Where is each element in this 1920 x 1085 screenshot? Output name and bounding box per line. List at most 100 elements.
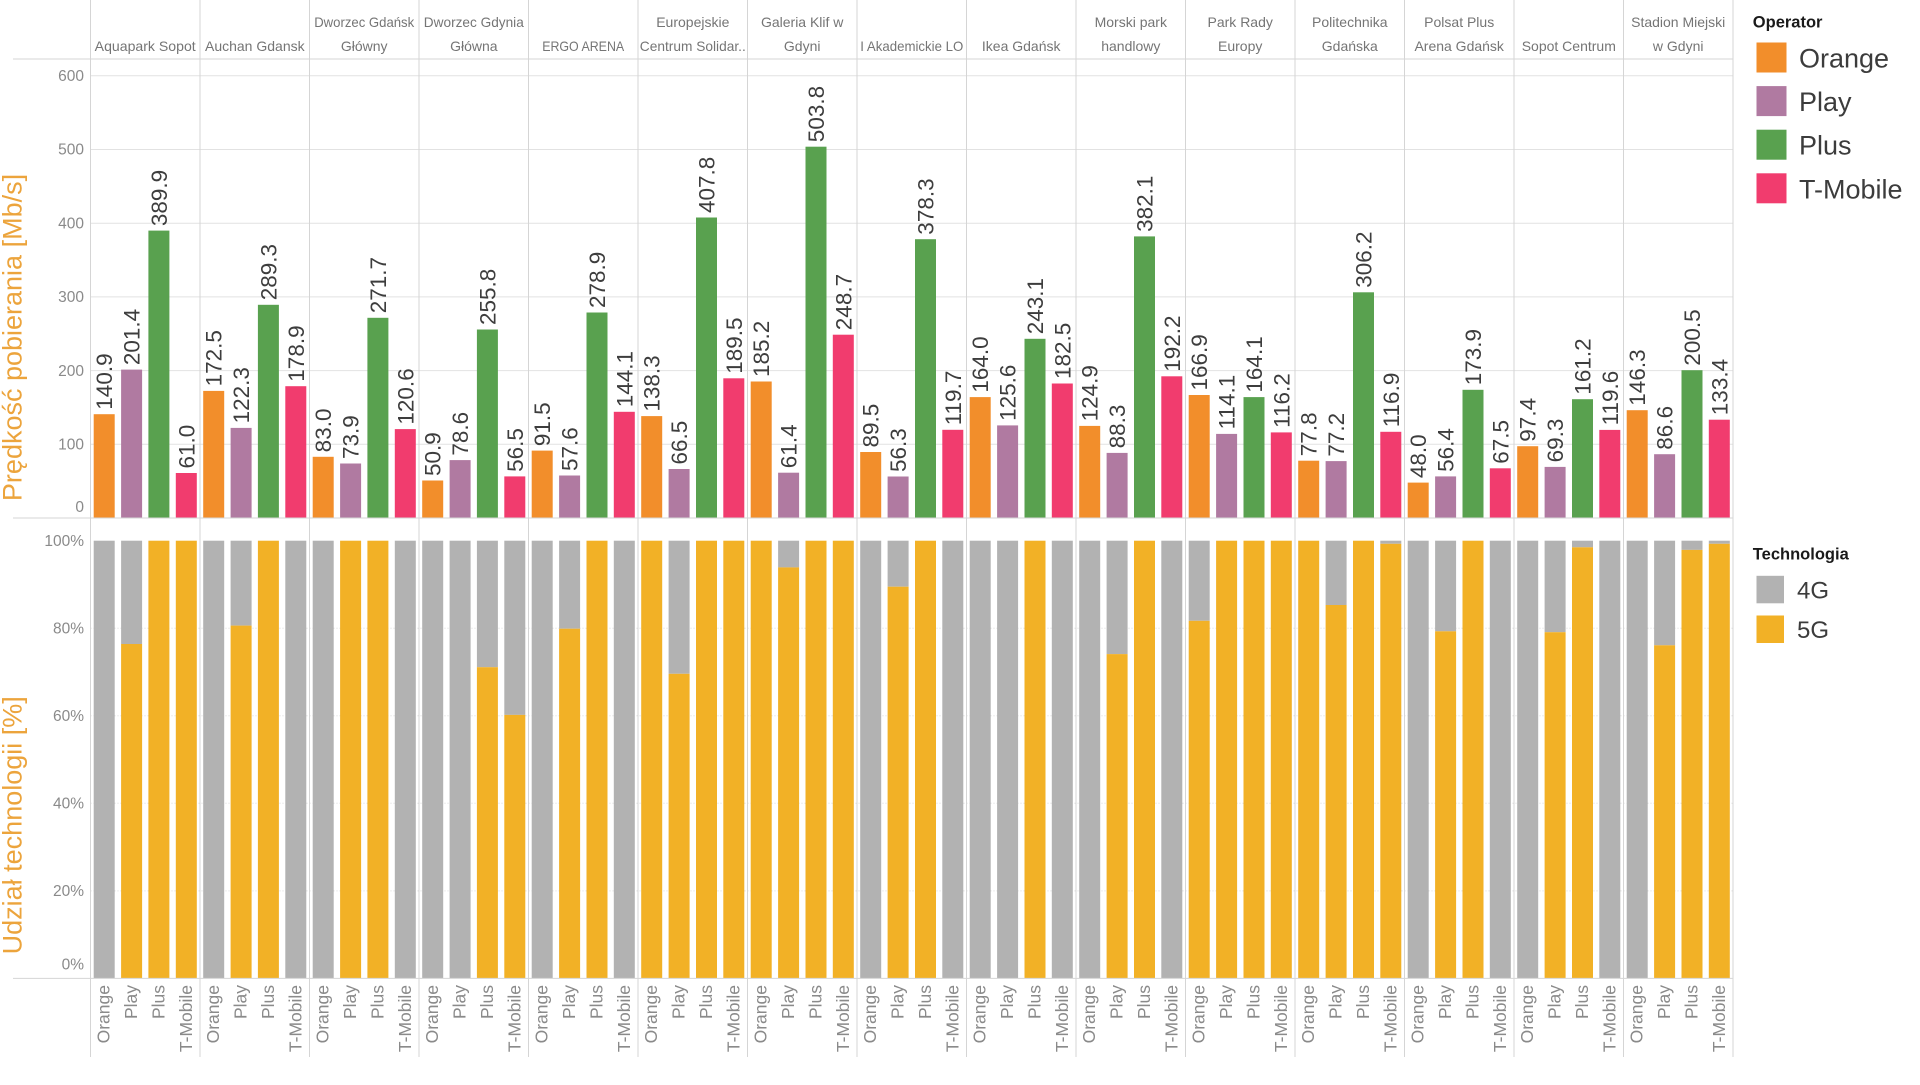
svg-text:Play: Play — [1799, 87, 1852, 117]
svg-text:86.6: 86.6 — [1653, 406, 1678, 450]
svg-text:Orange: Orange — [532, 985, 552, 1043]
svg-text:166.9: 166.9 — [1187, 334, 1212, 390]
svg-text:164.1: 164.1 — [1242, 336, 1267, 392]
svg-text:189.5: 189.5 — [722, 317, 747, 373]
svg-text:Prędkość pobierania [Mb/s]: Prędkość pobierania [Mb/s] — [0, 174, 28, 501]
svg-text:100: 100 — [58, 437, 84, 454]
svg-text:T-Mobile: T-Mobile — [1161, 985, 1181, 1052]
svg-text:Europy: Europy — [1218, 38, 1262, 54]
svg-text:116.2: 116.2 — [1269, 373, 1294, 428]
svg-text:Plus: Plus — [1682, 985, 1702, 1019]
svg-text:Orange: Orange — [203, 985, 223, 1043]
svg-text:Orange: Orange — [1079, 985, 1099, 1043]
svg-text:60%: 60% — [53, 708, 84, 725]
svg-text:Polsat Plus: Polsat Plus — [1424, 14, 1494, 30]
svg-text:172.5: 172.5 — [202, 330, 227, 386]
svg-text:378.3: 378.3 — [914, 178, 939, 234]
svg-text:200.5: 200.5 — [1680, 309, 1705, 365]
svg-text:Play: Play — [450, 985, 470, 1019]
svg-text:182.5: 182.5 — [1050, 323, 1075, 379]
svg-text:192.2: 192.2 — [1160, 315, 1185, 371]
svg-text:Play: Play — [1435, 985, 1455, 1019]
svg-text:Galeria Klif w: Galeria Klif w — [761, 14, 844, 30]
svg-text:Plus: Plus — [258, 985, 278, 1019]
svg-text:I Akademickie LO: I Akademickie LO — [860, 38, 963, 54]
svg-text:Orange: Orange — [1799, 44, 1889, 74]
svg-text:306.2: 306.2 — [1352, 231, 1377, 287]
svg-text:119.6: 119.6 — [1598, 371, 1623, 426]
svg-text:125.6: 125.6 — [996, 365, 1021, 421]
svg-text:Arena Gdańsk: Arena Gdańsk — [1414, 38, 1504, 54]
svg-text:Morski park: Morski park — [1095, 14, 1168, 30]
svg-text:73.9: 73.9 — [339, 415, 364, 459]
svg-text:120.6: 120.6 — [393, 368, 418, 424]
svg-text:164.0: 164.0 — [968, 336, 993, 392]
svg-text:Play: Play — [1107, 985, 1127, 1019]
svg-text:Auchan Gdansk: Auchan Gdansk — [205, 38, 306, 54]
svg-text:T-Mobile: T-Mobile — [395, 985, 415, 1052]
svg-text:Plus: Plus — [1799, 131, 1852, 161]
svg-text:271.7: 271.7 — [366, 257, 391, 313]
svg-text:Orange: Orange — [1189, 985, 1209, 1043]
svg-text:91.5: 91.5 — [530, 402, 555, 446]
svg-text:61.4: 61.4 — [777, 424, 802, 468]
svg-text:97.4: 97.4 — [1516, 398, 1541, 442]
svg-text:Politechnika: Politechnika — [1312, 14, 1388, 30]
svg-text:161.2: 161.2 — [1571, 338, 1596, 394]
svg-text:Udział technologii [%]: Udział technologii [%] — [0, 696, 28, 954]
svg-text:Plus: Plus — [696, 985, 716, 1019]
svg-text:116.9: 116.9 — [1379, 373, 1404, 428]
svg-text:Plus: Plus — [1025, 985, 1045, 1019]
svg-text:T-Mobile: T-Mobile — [723, 985, 743, 1052]
svg-text:Orange: Orange — [94, 985, 114, 1043]
svg-text:201.4: 201.4 — [120, 309, 145, 365]
svg-text:Play: Play — [1326, 985, 1346, 1019]
svg-text:122.3: 122.3 — [229, 367, 254, 423]
svg-text:80%: 80% — [53, 620, 84, 637]
svg-text:T-Mobile: T-Mobile — [1709, 985, 1729, 1052]
svg-text:140.9: 140.9 — [92, 353, 117, 409]
svg-text:300: 300 — [58, 289, 84, 306]
svg-text:77.2: 77.2 — [1324, 413, 1349, 457]
svg-text:Orange: Orange — [1627, 985, 1647, 1043]
svg-text:Technologia: Technologia — [1753, 546, 1850, 564]
svg-text:Play: Play — [669, 985, 689, 1019]
svg-text:Orange: Orange — [1298, 985, 1318, 1043]
svg-text:Play: Play — [1545, 985, 1565, 1019]
svg-text:Plus: Plus — [1463, 985, 1483, 1019]
svg-text:48.0: 48.0 — [1406, 434, 1431, 478]
svg-text:Sopot Centrum: Sopot Centrum — [1522, 38, 1616, 54]
svg-text:Gdańska: Gdańska — [1322, 38, 1378, 54]
svg-text:Plus: Plus — [1134, 985, 1154, 1019]
svg-text:Orange: Orange — [313, 985, 333, 1043]
svg-text:100%: 100% — [44, 533, 84, 550]
svg-text:255.8: 255.8 — [475, 269, 500, 325]
svg-text:handlowy: handlowy — [1101, 38, 1160, 54]
svg-text:Europejskie: Europejskie — [656, 14, 729, 30]
svg-text:56.3: 56.3 — [886, 428, 911, 472]
svg-text:Orange: Orange — [970, 985, 990, 1043]
svg-text:66.5: 66.5 — [667, 421, 692, 465]
svg-text:T-Mobile: T-Mobile — [614, 985, 634, 1052]
svg-text:Play: Play — [231, 985, 251, 1019]
svg-text:600: 600 — [58, 68, 84, 85]
svg-text:Park Rady: Park Rady — [1208, 14, 1273, 30]
svg-text:Play: Play — [997, 985, 1017, 1019]
svg-text:185.2: 185.2 — [749, 321, 774, 377]
svg-text:144.1: 144.1 — [612, 351, 637, 407]
svg-text:69.3: 69.3 — [1543, 419, 1568, 463]
svg-text:Główny: Główny — [341, 38, 388, 54]
svg-text:Plus: Plus — [806, 985, 826, 1019]
svg-text:Plus: Plus — [915, 985, 935, 1019]
svg-text:Orange: Orange — [860, 985, 880, 1043]
svg-text:T-Mobile: T-Mobile — [504, 985, 524, 1052]
svg-text:382.1: 382.1 — [1133, 176, 1158, 232]
svg-text:Dworzec Gdańsk: Dworzec Gdańsk — [314, 14, 415, 30]
svg-text:Plus: Plus — [1353, 985, 1373, 1019]
svg-text:Aquapark Sopot: Aquapark Sopot — [95, 38, 196, 54]
svg-text:88.3: 88.3 — [1105, 405, 1130, 449]
svg-text:T-Mobile: T-Mobile — [1490, 985, 1510, 1052]
svg-text:78.6: 78.6 — [448, 412, 473, 456]
svg-text:289.3: 289.3 — [256, 244, 281, 300]
svg-text:119.7: 119.7 — [941, 371, 966, 426]
